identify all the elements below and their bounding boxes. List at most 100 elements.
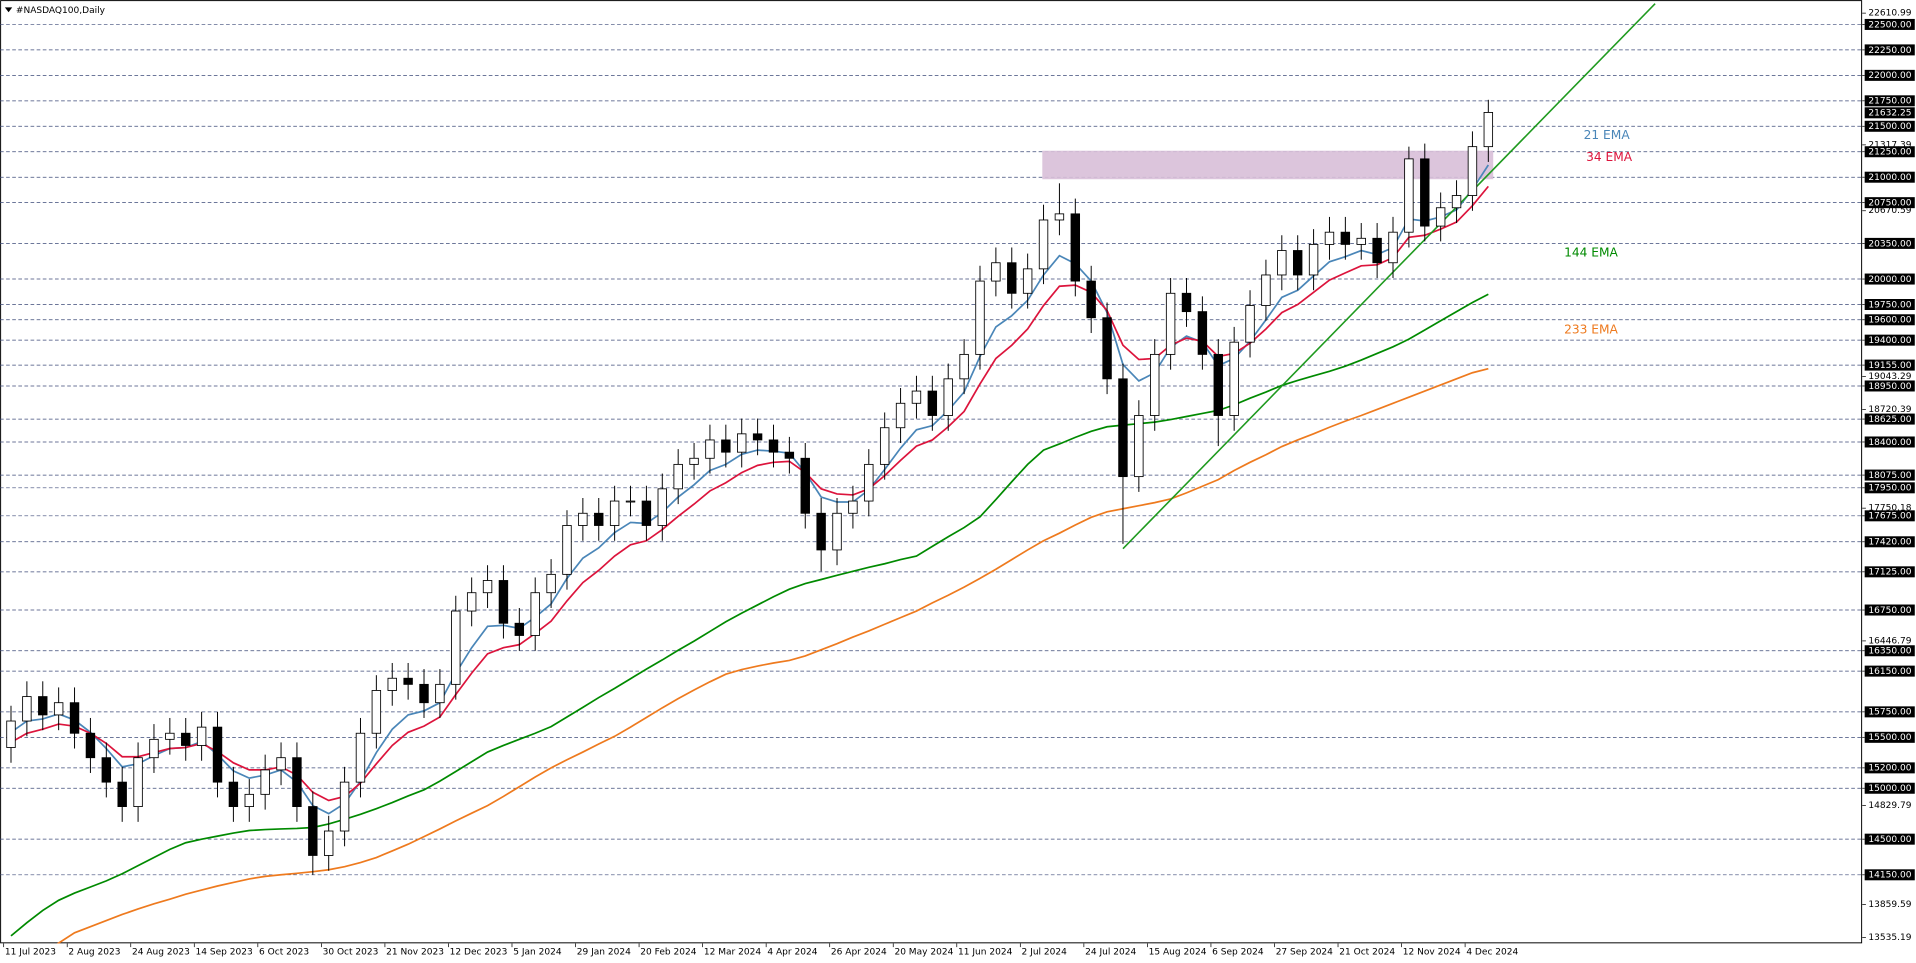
y-tick-label: 20670.59 [1868, 206, 1911, 216]
level-label: 14150.00 [1868, 871, 1911, 881]
candle-body [641, 500, 652, 526]
candle-body [260, 769, 270, 795]
candle-body [991, 262, 1001, 282]
level-label-box [1864, 782, 1915, 794]
level-label: 18075.00 [1868, 471, 1911, 481]
y-tick-label: 18720.39 [1868, 405, 1911, 415]
level-label: 15750.00 [1868, 708, 1911, 718]
plot-frame [0, 0, 1863, 944]
level-label: 16350.00 [1868, 647, 1911, 657]
candle-body [451, 610, 461, 685]
candle-body [1134, 415, 1144, 478]
candle-body [1435, 207, 1446, 227]
level-label-box [1864, 273, 1915, 285]
x-tick-label: 21 Nov 2023 [386, 948, 444, 958]
level-label: 19400.00 [1868, 336, 1911, 346]
lines [10, 3, 1656, 944]
level-label-box [1864, 413, 1915, 425]
candle-body [911, 390, 922, 404]
level-label-box [1864, 762, 1915, 774]
grid [0, 24, 1863, 876]
x-tick-label: 24 Aug 2023 [132, 948, 190, 958]
candle-body [562, 525, 572, 575]
candle-body [133, 757, 143, 808]
level-label: 15500.00 [1868, 733, 1911, 743]
level-label-box [1864, 482, 1915, 494]
candle-body [498, 580, 509, 624]
candle-body [1165, 292, 1176, 355]
candle-body [689, 457, 699, 465]
level-label: 17125.00 [1868, 568, 1911, 578]
x-tick-label: 11 Jul 2023 [5, 948, 56, 958]
candle-body [1229, 341, 1239, 416]
candle-body [768, 439, 779, 453]
candle-body [69, 702, 80, 734]
candle-body [959, 353, 969, 380]
x-tick-label: 12 Mar 2024 [704, 948, 762, 958]
level-label-box [1864, 566, 1915, 578]
candle-body [752, 433, 763, 441]
candle-body [832, 512, 842, 551]
level-label: 15000.00 [1868, 784, 1911, 794]
candle-body [1181, 292, 1192, 313]
candle-body [1007, 262, 1017, 294]
candle-body [1292, 250, 1303, 276]
candle-body [355, 732, 366, 783]
candle-body [1308, 243, 1319, 276]
candle-body [1372, 237, 1382, 264]
candle-body [1022, 268, 1033, 294]
candle-body [435, 683, 445, 704]
x-tick-label: 24 Jul 2024 [1085, 948, 1136, 958]
x-tick-label: 6 Oct 2023 [259, 948, 309, 958]
x-tick-label: 12 Nov 2024 [1403, 948, 1461, 958]
candle-body [22, 696, 32, 722]
y-tick-label: 13859.59 [1868, 900, 1911, 910]
candle-body [276, 757, 286, 771]
x-tick-label: 5 Jan 2024 [513, 948, 562, 958]
y-tick-label: 21317.39 [1868, 140, 1911, 150]
candle-body [864, 463, 874, 502]
level-label-box [1864, 380, 1915, 392]
x-tick-label: 11 Jun 2024 [958, 948, 1013, 958]
x-tick-label: 12 Dec 2023 [450, 948, 508, 958]
candle-body [673, 463, 683, 490]
candle-body [848, 500, 858, 514]
candle-body [721, 439, 731, 453]
level-label-box [1864, 706, 1915, 718]
level-label-box [1864, 146, 1915, 158]
candle-body [784, 451, 795, 459]
candle-body [1340, 231, 1351, 245]
candle-body [371, 690, 382, 734]
candle-body [1070, 213, 1081, 282]
candle-body [895, 402, 906, 429]
x-tick-label: 21 Oct 2024 [1339, 948, 1395, 958]
ema-line [10, 293, 1489, 937]
level-label-box [1864, 44, 1915, 56]
level-label-box [1864, 334, 1915, 346]
axes: 22500.00 22250.00 22000.00 21750.00 21500.00… [3, 9, 1915, 958]
candle-body [1467, 146, 1478, 196]
menu-arrow[interactable] [4, 7, 13, 13]
y-tick-label: 19043.29 [1868, 372, 1911, 382]
chart-title: #NASDAQ100,Daily [16, 6, 106, 16]
candle-body [482, 580, 493, 594]
candle-body [625, 500, 636, 503]
ema-label: 34 EMA [1586, 150, 1633, 164]
supply-zone [1042, 150, 1494, 180]
level-label: 17950.00 [1868, 484, 1911, 494]
level-label: 19600.00 [1868, 316, 1911, 326]
level-label: 21000.00 [1868, 173, 1911, 183]
level-label: 15200.00 [1868, 764, 1911, 774]
zones [1042, 150, 1494, 180]
x-tick-label: 20 May 2024 [894, 948, 953, 958]
candle-body [6, 720, 16, 748]
level-label-box [1864, 69, 1915, 81]
candle-body [514, 622, 525, 636]
current-price-label: 21632.25 [1868, 109, 1911, 119]
candle-body [323, 830, 334, 856]
candle-body [196, 726, 207, 746]
candle-body [737, 433, 747, 453]
level-label-box [1864, 731, 1915, 743]
candle-body [530, 592, 540, 636]
